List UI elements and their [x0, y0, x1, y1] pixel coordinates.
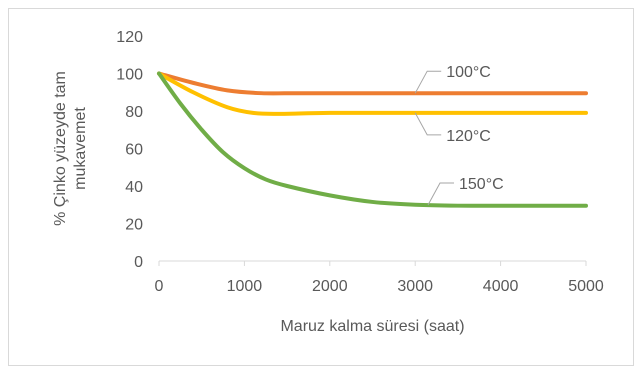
x-tick-label: 1000 [227, 278, 263, 295]
callout-leader [414, 70, 442, 94]
x-axis-ticks: 0 1000 2000 3000 4000 5000 [155, 261, 604, 295]
y-tick-label: 0 [134, 254, 143, 271]
y-axis-ticks: 0 20 40 60 80 100 120 [116, 29, 143, 271]
y-tick-label: 120 [116, 29, 143, 46]
series-line-1 [157, 71, 588, 116]
y-tick-label: 40 [125, 179, 143, 196]
series-line-0 [157, 71, 588, 96]
x-tick-label: 5000 [568, 278, 604, 295]
y-tick-label: 80 [125, 104, 143, 121]
y-axis-title-line: % Çinko yüzeyde tam [52, 71, 69, 226]
y-axis-title-line: mukavemet [72, 107, 89, 190]
x-tick-label: 4000 [483, 278, 519, 295]
series-label: 100°C [446, 64, 491, 81]
series-lines [157, 71, 588, 208]
y-tick-label: 60 [125, 142, 143, 159]
x-tick-label: 2000 [312, 278, 348, 295]
x-tick-label: 3000 [397, 278, 433, 295]
x-tick-label: 0 [155, 278, 164, 295]
y-tick-label: 100 [116, 67, 143, 84]
callout-leader [414, 112, 442, 136]
callout-leader [427, 182, 455, 206]
series-line-2 [157, 71, 588, 208]
x-axis-title: Maruz kalma süresi (saat) [280, 318, 464, 335]
y-axis-title: % Çinko yüzeyde tam mukavemet [52, 71, 89, 226]
series-label: 150°C [459, 176, 504, 193]
series-label: 120°C [446, 128, 491, 145]
chart-container: % Çinko yüzeyde tam mukavemet 0 20 40 60 80 10… [8, 8, 634, 366]
y-tick-label: 20 [125, 217, 143, 234]
line-chart: % Çinko yüzeyde tam mukavemet 0 20 40 60 80 10… [52, 29, 604, 335]
series-callouts: 100°C 120°C 150°C [414, 64, 504, 206]
